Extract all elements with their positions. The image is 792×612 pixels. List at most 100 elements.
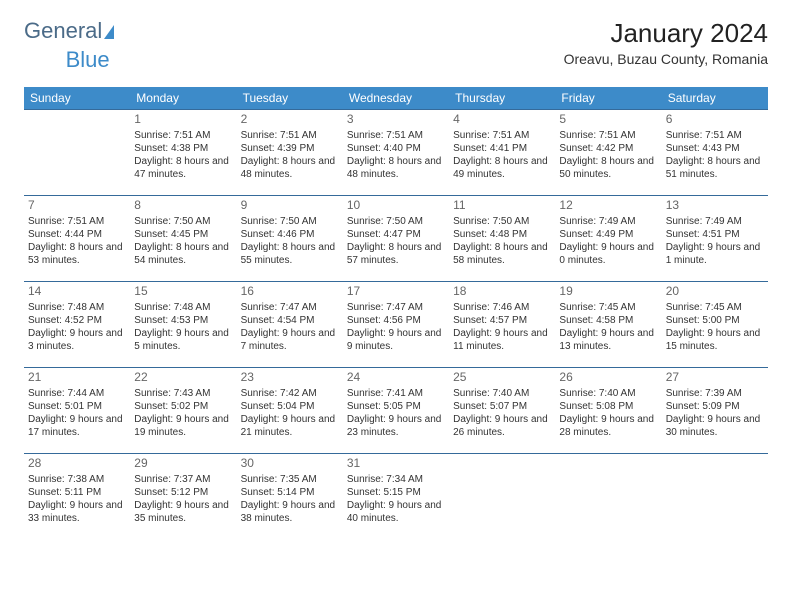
calendar-day-cell: 16Sunrise: 7:47 AMSunset: 4:54 PMDayligh… [237, 282, 343, 368]
weekday-header: Wednesday [343, 87, 449, 110]
day-number: 11 [453, 198, 551, 214]
calendar-day-cell [449, 454, 555, 540]
daylight-text: Daylight: 9 hours and 5 minutes. [134, 327, 232, 353]
daylight-text: Daylight: 8 hours and 49 minutes. [453, 155, 551, 181]
location-text: Oreavu, Buzau County, Romania [564, 51, 768, 67]
daylight-text: Daylight: 9 hours and 30 minutes. [666, 413, 764, 439]
sunset-text: Sunset: 4:43 PM [666, 142, 764, 155]
daylight-text: Daylight: 8 hours and 48 minutes. [241, 155, 339, 181]
logo-text-1: General [24, 18, 102, 44]
daylight-text: Daylight: 9 hours and 33 minutes. [28, 499, 126, 525]
weekday-header: Friday [555, 87, 661, 110]
day-number: 3 [347, 112, 445, 128]
calendar-day-cell: 6Sunrise: 7:51 AMSunset: 4:43 PMDaylight… [662, 110, 768, 196]
calendar-day-cell: 11Sunrise: 7:50 AMSunset: 4:48 PMDayligh… [449, 196, 555, 282]
calendar-week-row: 7Sunrise: 7:51 AMSunset: 4:44 PMDaylight… [24, 196, 768, 282]
sunset-text: Sunset: 5:09 PM [666, 400, 764, 413]
day-number: 20 [666, 284, 764, 300]
sunrise-text: Sunrise: 7:47 AM [241, 301, 339, 314]
calendar-day-cell: 30Sunrise: 7:35 AMSunset: 5:14 PMDayligh… [237, 454, 343, 540]
daylight-text: Daylight: 9 hours and 17 minutes. [28, 413, 126, 439]
sunrise-text: Sunrise: 7:43 AM [134, 387, 232, 400]
weekday-header: Tuesday [237, 87, 343, 110]
daylight-text: Daylight: 9 hours and 35 minutes. [134, 499, 232, 525]
sunrise-text: Sunrise: 7:51 AM [453, 129, 551, 142]
calendar-day-cell: 29Sunrise: 7:37 AMSunset: 5:12 PMDayligh… [130, 454, 236, 540]
daylight-text: Daylight: 9 hours and 28 minutes. [559, 413, 657, 439]
calendar-day-cell: 24Sunrise: 7:41 AMSunset: 5:05 PMDayligh… [343, 368, 449, 454]
sunset-text: Sunset: 4:45 PM [134, 228, 232, 241]
calendar-week-row: 28Sunrise: 7:38 AMSunset: 5:11 PMDayligh… [24, 454, 768, 540]
sunset-text: Sunset: 4:41 PM [453, 142, 551, 155]
daylight-text: Daylight: 9 hours and 19 minutes. [134, 413, 232, 439]
daylight-text: Daylight: 8 hours and 58 minutes. [453, 241, 551, 267]
sunrise-text: Sunrise: 7:34 AM [347, 473, 445, 486]
day-number: 1 [134, 112, 232, 128]
calendar-day-cell: 31Sunrise: 7:34 AMSunset: 5:15 PMDayligh… [343, 454, 449, 540]
daylight-text: Daylight: 9 hours and 3 minutes. [28, 327, 126, 353]
sunrise-text: Sunrise: 7:44 AM [28, 387, 126, 400]
calendar-day-cell: 17Sunrise: 7:47 AMSunset: 4:56 PMDayligh… [343, 282, 449, 368]
sunrise-text: Sunrise: 7:48 AM [134, 301, 232, 314]
sunset-text: Sunset: 4:56 PM [347, 314, 445, 327]
sunrise-text: Sunrise: 7:51 AM [559, 129, 657, 142]
day-number: 6 [666, 112, 764, 128]
daylight-text: Daylight: 8 hours and 48 minutes. [347, 155, 445, 181]
daylight-text: Daylight: 9 hours and 1 minute. [666, 241, 764, 267]
calendar-day-cell: 14Sunrise: 7:48 AMSunset: 4:52 PMDayligh… [24, 282, 130, 368]
calendar-day-cell: 19Sunrise: 7:45 AMSunset: 4:58 PMDayligh… [555, 282, 661, 368]
daylight-text: Daylight: 9 hours and 26 minutes. [453, 413, 551, 439]
sunset-text: Sunset: 4:52 PM [28, 314, 126, 327]
sunset-text: Sunset: 4:48 PM [453, 228, 551, 241]
calendar-table: SundayMondayTuesdayWednesdayThursdayFrid… [24, 87, 768, 540]
sunrise-text: Sunrise: 7:45 AM [559, 301, 657, 314]
calendar-day-cell: 23Sunrise: 7:42 AMSunset: 5:04 PMDayligh… [237, 368, 343, 454]
sunrise-text: Sunrise: 7:40 AM [453, 387, 551, 400]
sunset-text: Sunset: 5:02 PM [134, 400, 232, 413]
day-number: 26 [559, 370, 657, 386]
calendar-day-cell: 5Sunrise: 7:51 AMSunset: 4:42 PMDaylight… [555, 110, 661, 196]
daylight-text: Daylight: 8 hours and 54 minutes. [134, 241, 232, 267]
day-number: 5 [559, 112, 657, 128]
day-number: 24 [347, 370, 445, 386]
sunrise-text: Sunrise: 7:51 AM [134, 129, 232, 142]
calendar-day-cell: 21Sunrise: 7:44 AMSunset: 5:01 PMDayligh… [24, 368, 130, 454]
calendar-day-cell: 4Sunrise: 7:51 AMSunset: 4:41 PMDaylight… [449, 110, 555, 196]
calendar-day-cell: 22Sunrise: 7:43 AMSunset: 5:02 PMDayligh… [130, 368, 236, 454]
day-number: 2 [241, 112, 339, 128]
day-number: 10 [347, 198, 445, 214]
daylight-text: Daylight: 9 hours and 9 minutes. [347, 327, 445, 353]
calendar-day-cell: 18Sunrise: 7:46 AMSunset: 4:57 PMDayligh… [449, 282, 555, 368]
calendar-day-cell: 13Sunrise: 7:49 AMSunset: 4:51 PMDayligh… [662, 196, 768, 282]
calendar-day-cell: 2Sunrise: 7:51 AMSunset: 4:39 PMDaylight… [237, 110, 343, 196]
weekday-header: Sunday [24, 87, 130, 110]
sunset-text: Sunset: 4:44 PM [28, 228, 126, 241]
day-number: 27 [666, 370, 764, 386]
sunrise-text: Sunrise: 7:38 AM [28, 473, 126, 486]
day-number: 18 [453, 284, 551, 300]
weekday-header: Thursday [449, 87, 555, 110]
sunrise-text: Sunrise: 7:46 AM [453, 301, 551, 314]
page-title: January 2024 [564, 18, 768, 49]
calendar-week-row: 1Sunrise: 7:51 AMSunset: 4:38 PMDaylight… [24, 110, 768, 196]
sunrise-text: Sunrise: 7:41 AM [347, 387, 445, 400]
day-number: 21 [28, 370, 126, 386]
calendar-day-cell: 10Sunrise: 7:50 AMSunset: 4:47 PMDayligh… [343, 196, 449, 282]
sunrise-text: Sunrise: 7:35 AM [241, 473, 339, 486]
daylight-text: Daylight: 8 hours and 55 minutes. [241, 241, 339, 267]
sunset-text: Sunset: 4:58 PM [559, 314, 657, 327]
calendar-day-cell: 27Sunrise: 7:39 AMSunset: 5:09 PMDayligh… [662, 368, 768, 454]
daylight-text: Daylight: 8 hours and 53 minutes. [28, 241, 126, 267]
sunset-text: Sunset: 4:57 PM [453, 314, 551, 327]
sunset-text: Sunset: 4:46 PM [241, 228, 339, 241]
daylight-text: Daylight: 8 hours and 47 minutes. [134, 155, 232, 181]
calendar-day-cell: 8Sunrise: 7:50 AMSunset: 4:45 PMDaylight… [130, 196, 236, 282]
sunrise-text: Sunrise: 7:51 AM [666, 129, 764, 142]
day-number: 13 [666, 198, 764, 214]
sunrise-text: Sunrise: 7:50 AM [453, 215, 551, 228]
sunrise-text: Sunrise: 7:45 AM [666, 301, 764, 314]
sunrise-text: Sunrise: 7:51 AM [241, 129, 339, 142]
sunset-text: Sunset: 5:00 PM [666, 314, 764, 327]
sunrise-text: Sunrise: 7:42 AM [241, 387, 339, 400]
logo-triangle-icon [104, 25, 114, 39]
